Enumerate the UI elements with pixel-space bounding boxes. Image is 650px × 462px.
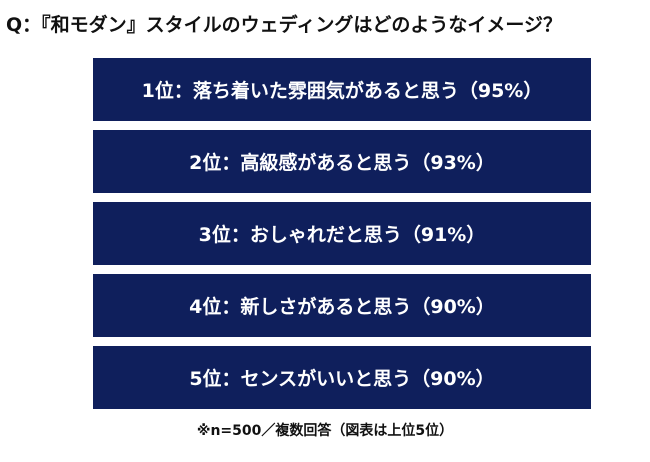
ranking-list: 1位：落ち着いた雰囲気があると思う（95%） 2位：高級感があると思う（93%）… (93, 58, 591, 418)
rank-item-3: 3位：おしゃれだと思う（91%） (93, 202, 591, 265)
rank-item-2: 2位：高級感があると思う（93%） (93, 130, 591, 193)
rank-item-1: 1位：落ち着いた雰囲気があると思う（95%） (93, 58, 591, 121)
footnote: ※n=500／複数回答（図表は上位5位） (196, 423, 454, 439)
rank-item-5-label: 5位：センスがいいと思う（90%） (189, 368, 495, 390)
rank-item-3-label: 3位：おしゃれだと思う（91%） (198, 224, 486, 246)
rank-item-4-label: 4位：新しさがあると思う（90%） (189, 296, 495, 318)
rank-item-1-label: 1位：落ち着いた雰囲気があると思う（95%） (141, 80, 543, 102)
rank-item-4: 4位：新しさがあると思う（90%） (93, 274, 591, 337)
question-title: Q：『和モダン』スタイルのウェディングはどのようなイメージ？ (6, 14, 562, 36)
rank-item-5: 5位：センスがいいと思う（90%） (93, 346, 591, 409)
rank-item-2-label: 2位：高級感があると思う（93%） (189, 152, 495, 174)
